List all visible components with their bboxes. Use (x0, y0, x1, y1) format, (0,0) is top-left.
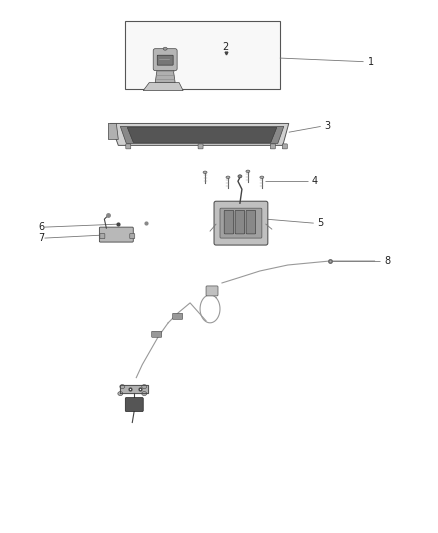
Polygon shape (155, 69, 175, 83)
Polygon shape (120, 385, 148, 393)
Polygon shape (120, 126, 284, 143)
Ellipse shape (203, 171, 207, 174)
FancyBboxPatch shape (130, 233, 135, 239)
FancyBboxPatch shape (173, 313, 183, 319)
Text: 2: 2 (222, 42, 228, 52)
FancyBboxPatch shape (157, 55, 173, 65)
FancyBboxPatch shape (125, 398, 143, 411)
Ellipse shape (142, 392, 147, 395)
Text: 7: 7 (39, 233, 45, 243)
FancyBboxPatch shape (153, 49, 177, 71)
Ellipse shape (163, 47, 167, 50)
Ellipse shape (142, 385, 147, 389)
Ellipse shape (246, 170, 250, 173)
FancyBboxPatch shape (283, 144, 287, 149)
Text: 4: 4 (312, 176, 318, 186)
Ellipse shape (120, 385, 125, 389)
FancyBboxPatch shape (206, 286, 218, 296)
Polygon shape (108, 124, 118, 140)
Bar (125, 21, 280, 88)
FancyBboxPatch shape (100, 233, 105, 239)
Ellipse shape (118, 392, 123, 395)
Text: 3: 3 (325, 122, 331, 132)
Ellipse shape (238, 175, 242, 178)
FancyBboxPatch shape (198, 144, 203, 149)
Text: 6: 6 (39, 222, 45, 232)
Text: 5: 5 (318, 218, 324, 228)
Polygon shape (110, 124, 289, 146)
FancyBboxPatch shape (224, 211, 234, 234)
FancyBboxPatch shape (214, 201, 268, 245)
FancyBboxPatch shape (99, 227, 133, 242)
Text: 8: 8 (385, 256, 391, 266)
Polygon shape (143, 83, 183, 91)
FancyBboxPatch shape (235, 211, 245, 234)
Text: 1: 1 (367, 56, 374, 67)
Ellipse shape (226, 176, 230, 179)
Polygon shape (127, 127, 277, 142)
FancyBboxPatch shape (126, 144, 131, 149)
FancyBboxPatch shape (270, 144, 276, 149)
FancyBboxPatch shape (152, 332, 162, 337)
FancyBboxPatch shape (246, 211, 256, 234)
Ellipse shape (260, 176, 264, 179)
FancyBboxPatch shape (220, 208, 262, 238)
